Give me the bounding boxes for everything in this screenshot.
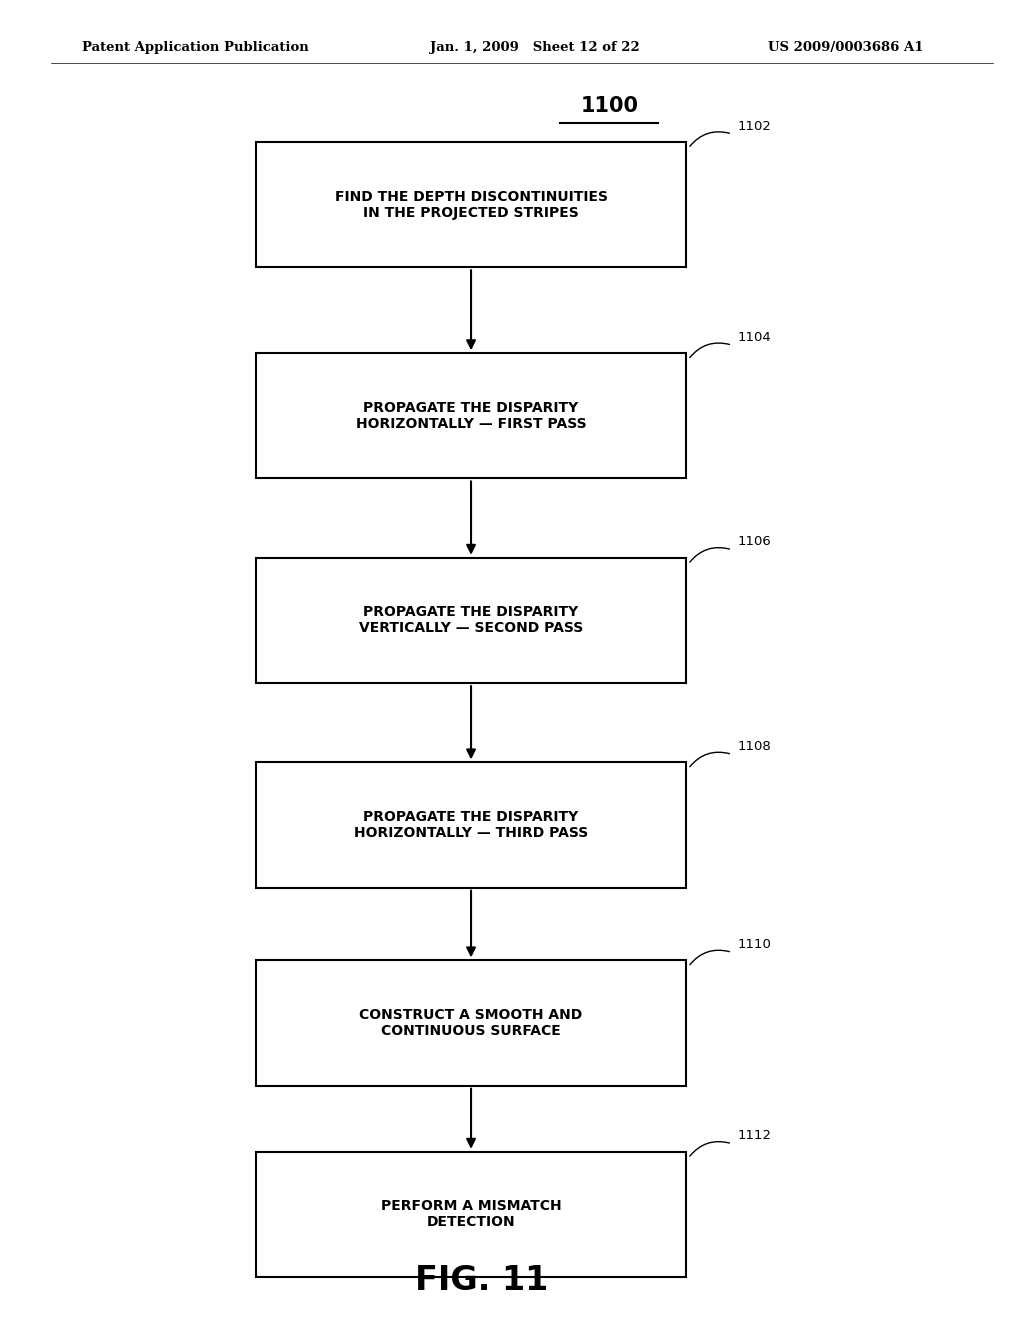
Bar [256, 557, 686, 682]
Text: 1102: 1102 [737, 120, 771, 133]
Text: Patent Application Publication: Patent Application Publication [82, 41, 308, 54]
Text: US 2009/0003686 A1: US 2009/0003686 A1 [768, 41, 924, 54]
Text: CONSTRUCT A SMOOTH AND
CONTINUOUS SURFACE: CONSTRUCT A SMOOTH AND CONTINUOUS SURFAC… [359, 1008, 583, 1038]
Bar [256, 763, 686, 887]
Text: PERFORM A MISMATCH
DETECTION: PERFORM A MISMATCH DETECTION [381, 1200, 561, 1229]
Text: 1106: 1106 [737, 536, 771, 549]
Text: Jan. 1, 2009   Sheet 12 of 22: Jan. 1, 2009 Sheet 12 of 22 [430, 41, 640, 54]
Text: PROPAGATE THE DISPARITY
HORIZONTALLY — THIRD PASS: PROPAGATE THE DISPARITY HORIZONTALLY — T… [354, 810, 588, 840]
Text: PROPAGATE THE DISPARITY
VERTICALLY — SECOND PASS: PROPAGATE THE DISPARITY VERTICALLY — SEC… [359, 606, 583, 635]
Text: 1112: 1112 [737, 1130, 771, 1142]
Text: 1110: 1110 [737, 939, 771, 950]
Bar [256, 352, 686, 478]
Text: FIND THE DEPTH DISCONTINUITIES
IN THE PROJECTED STRIPES: FIND THE DEPTH DISCONTINUITIES IN THE PR… [335, 190, 607, 219]
Bar [256, 143, 686, 267]
Bar [256, 961, 686, 1085]
Bar [256, 1151, 686, 1278]
Text: 1108: 1108 [737, 741, 771, 752]
Text: 1100: 1100 [581, 95, 638, 116]
Text: PROPAGATE THE DISPARITY
HORIZONTALLY — FIRST PASS: PROPAGATE THE DISPARITY HORIZONTALLY — F… [355, 401, 587, 430]
Text: FIG. 11: FIG. 11 [415, 1265, 548, 1296]
Text: 1104: 1104 [737, 331, 771, 343]
